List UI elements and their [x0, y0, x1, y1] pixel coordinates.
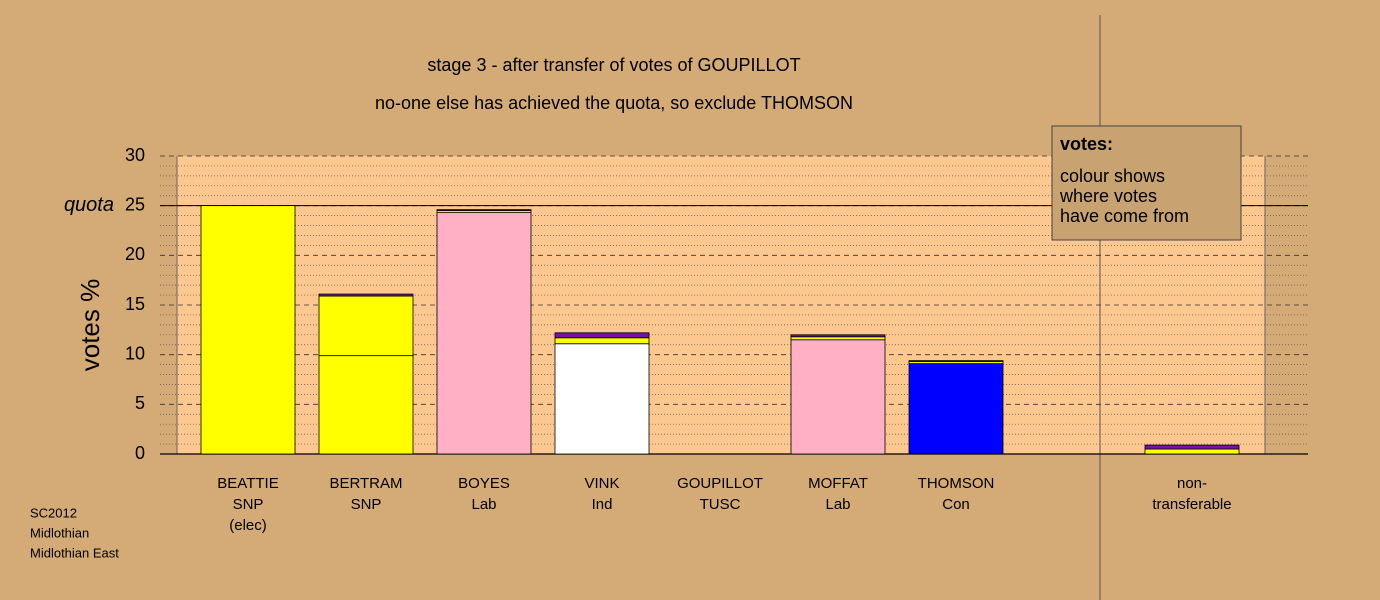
bar-segment	[908, 360, 1004, 363]
bar-segment	[200, 205, 296, 455]
bar-segment	[436, 209, 532, 212]
y-tick-label: 10	[125, 343, 145, 363]
x-tick-label: SNP	[233, 496, 264, 513]
x-tick-label: (elec)	[229, 517, 267, 534]
bar-segment	[436, 212, 532, 455]
y-tick-label: 5	[135, 393, 145, 413]
legend-text: have come from	[1060, 206, 1189, 226]
legend-box	[1051, 125, 1242, 241]
x-tick-label: Ind	[592, 496, 613, 513]
x-tick-label: THOMSON	[918, 475, 995, 492]
legend-text: colour shows	[1060, 166, 1165, 186]
x-tick-label: TUSC	[700, 496, 741, 513]
y-tick-label: 25	[125, 194, 145, 214]
y-tick-label: 30	[125, 145, 145, 165]
bar-segment	[790, 336, 886, 341]
bar-segment	[790, 334, 886, 338]
quota-label: quota	[64, 194, 114, 216]
legend-text: where votes	[1059, 186, 1157, 206]
bar-segment	[318, 355, 414, 455]
legend: votes: colour shows where votes have com…	[1051, 125, 1242, 241]
note: SC2012	[30, 505, 77, 520]
x-tick-label: SNP	[351, 496, 382, 513]
bar-segment	[1144, 448, 1240, 455]
bar-segment	[318, 295, 414, 357]
x-tick-label: Lab	[471, 496, 496, 513]
bar-segment	[318, 293, 414, 297]
bar-segment	[554, 337, 650, 345]
y-axis-label: votes %	[75, 279, 105, 372]
note: Midlothian	[30, 525, 89, 540]
note: Midlothian East	[30, 545, 119, 560]
x-tick-label: MOFFAT	[808, 475, 868, 492]
x-tick-label: Lab	[825, 496, 850, 513]
chart-title: stage 3 - after transfer of votes of GOU…	[427, 55, 800, 75]
y-tick-label: 15	[125, 294, 145, 314]
legend-title: votes:	[1060, 134, 1113, 154]
bar-segment	[790, 339, 886, 455]
x-tick-label: GOUPILLOT	[677, 475, 763, 492]
bar-segment	[554, 343, 650, 455]
bar-segment	[908, 363, 1004, 455]
y-tick-label: 0	[135, 443, 145, 463]
x-tick-label: BEATTIE	[217, 475, 278, 492]
x-tick-label: BERTRAM	[329, 475, 402, 492]
y-tick-label: 20	[125, 244, 145, 264]
x-tick-label: BOYES	[458, 475, 510, 492]
x-tick-label: Con	[942, 496, 970, 513]
bar-segment	[554, 332, 650, 339]
chart-subtitle: no-one else has achieved the quota, so e…	[375, 93, 853, 113]
x-tick-label: transferable	[1152, 496, 1231, 513]
x-tick-label: VINK	[584, 475, 619, 492]
x-tick-label: non-	[1177, 475, 1207, 492]
bar-segment	[1144, 444, 1240, 450]
